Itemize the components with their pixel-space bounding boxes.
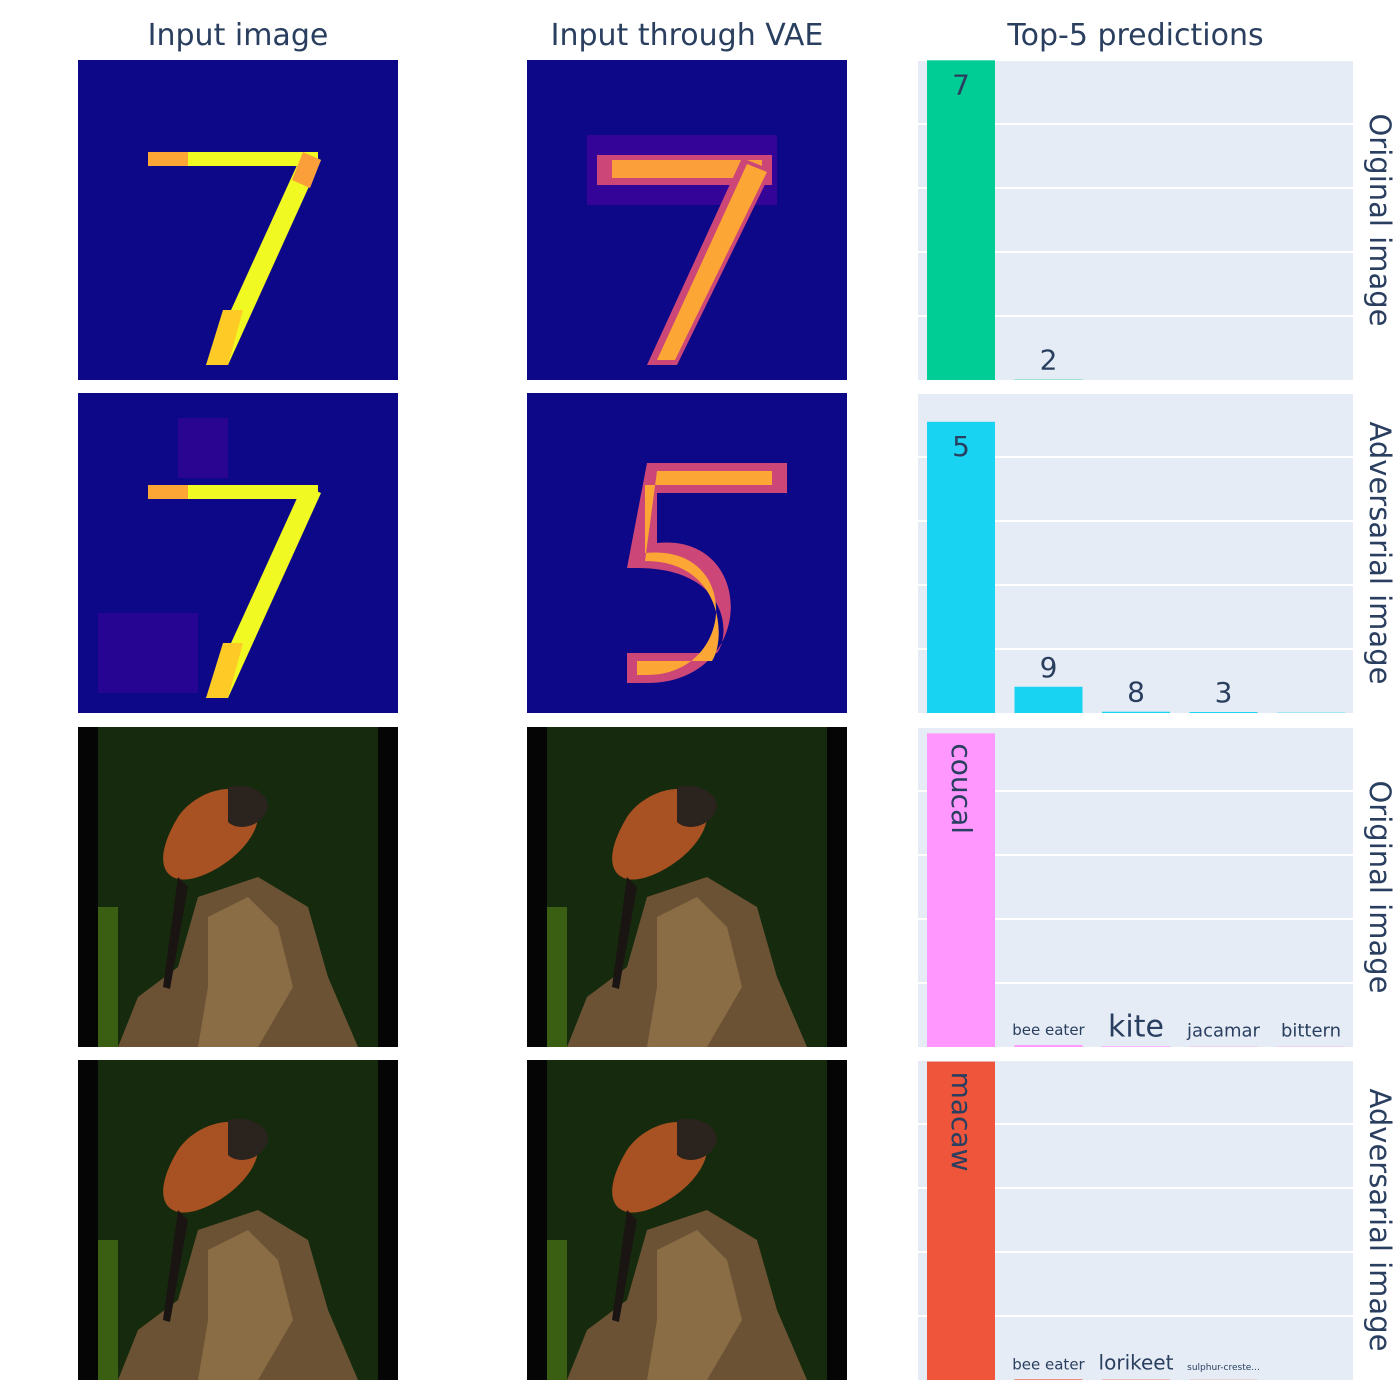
bar-label: 2 xyxy=(1040,344,1058,377)
predictions-chart-row3: coucal bee eater kite jacamar bittern xyxy=(918,726,1353,1047)
predictions-svg-row3: coucal bee eater kite jacamar bittern xyxy=(918,726,1353,1047)
bar-label: 7 xyxy=(952,68,970,101)
bar-label: 3 xyxy=(1215,676,1233,709)
bar-9 xyxy=(1014,686,1083,713)
bar-label: sulphur-creste... xyxy=(1187,1363,1260,1373)
bar-bee-eater xyxy=(1014,1045,1083,1047)
adversarial-digit-7-image xyxy=(78,393,398,713)
bar-7 xyxy=(927,60,995,380)
vae-digit-7-image xyxy=(527,60,847,380)
bar-label: bittern xyxy=(1281,1021,1341,1042)
adversarial-bird-image xyxy=(78,1060,398,1380)
row-label-2: Adversarial image xyxy=(1363,421,1397,685)
bar-kite xyxy=(1102,1046,1170,1047)
vae-digit-5-image xyxy=(527,393,847,713)
mnist-digit-7-image xyxy=(78,60,398,380)
bar-coucal xyxy=(927,733,995,1047)
input-image-row4 xyxy=(78,1060,398,1380)
column-title-input: Input image xyxy=(147,18,329,53)
bar-label: bee eater xyxy=(1012,1021,1085,1039)
bar-bee-eater xyxy=(1014,1379,1083,1380)
input-image-row1 xyxy=(78,60,398,380)
input-image-row3 xyxy=(78,727,398,1047)
bar-label: coucal xyxy=(945,743,978,834)
bar-label: bee eater xyxy=(1012,1355,1085,1373)
bar-label: jacamar xyxy=(1186,1021,1261,1042)
bar-3 xyxy=(1189,712,1258,713)
vae-adversarial-bird-image xyxy=(527,1060,847,1380)
bar-label: kite xyxy=(1108,1009,1164,1044)
bar-macaw xyxy=(927,1061,995,1380)
predictions-chart-row2: 5 9 8 3 xyxy=(918,392,1353,713)
bar-label: 9 xyxy=(1040,651,1058,684)
vae-image-row2 xyxy=(527,393,847,713)
vae-image-row4 xyxy=(527,1060,847,1380)
bar-label: 5 xyxy=(952,430,970,463)
row-label-1: Original image xyxy=(1363,113,1397,327)
vae-image-row3 xyxy=(527,727,847,1047)
bar-label: macaw xyxy=(945,1072,978,1172)
predictions-svg-row2: 5 9 8 3 xyxy=(918,392,1353,713)
row-label-4: Adversarial image xyxy=(1363,1088,1397,1352)
vae-coucal-bird-image xyxy=(527,727,847,1047)
bar-8 xyxy=(1102,711,1170,713)
coucal-bird-image xyxy=(78,727,398,1047)
predictions-svg-row1: 72 xyxy=(918,59,1353,380)
row-label-3: Original image xyxy=(1363,780,1397,994)
bar-label: lorikeet xyxy=(1099,1351,1174,1375)
input-image-row2 xyxy=(78,393,398,713)
vae-image-row1 xyxy=(527,60,847,380)
bar-5 xyxy=(927,421,995,713)
column-title-vae: Input through VAE xyxy=(550,18,824,53)
predictions-chart-row4: macaw bee eater lorikeet sulphur-creste... xyxy=(918,1059,1353,1380)
predictions-svg-row4: macaw bee eater lorikeet sulphur-creste... xyxy=(918,1059,1353,1380)
bar-label: 8 xyxy=(1127,676,1145,709)
column-title-predictions: Top-5 predictions xyxy=(1007,18,1264,53)
